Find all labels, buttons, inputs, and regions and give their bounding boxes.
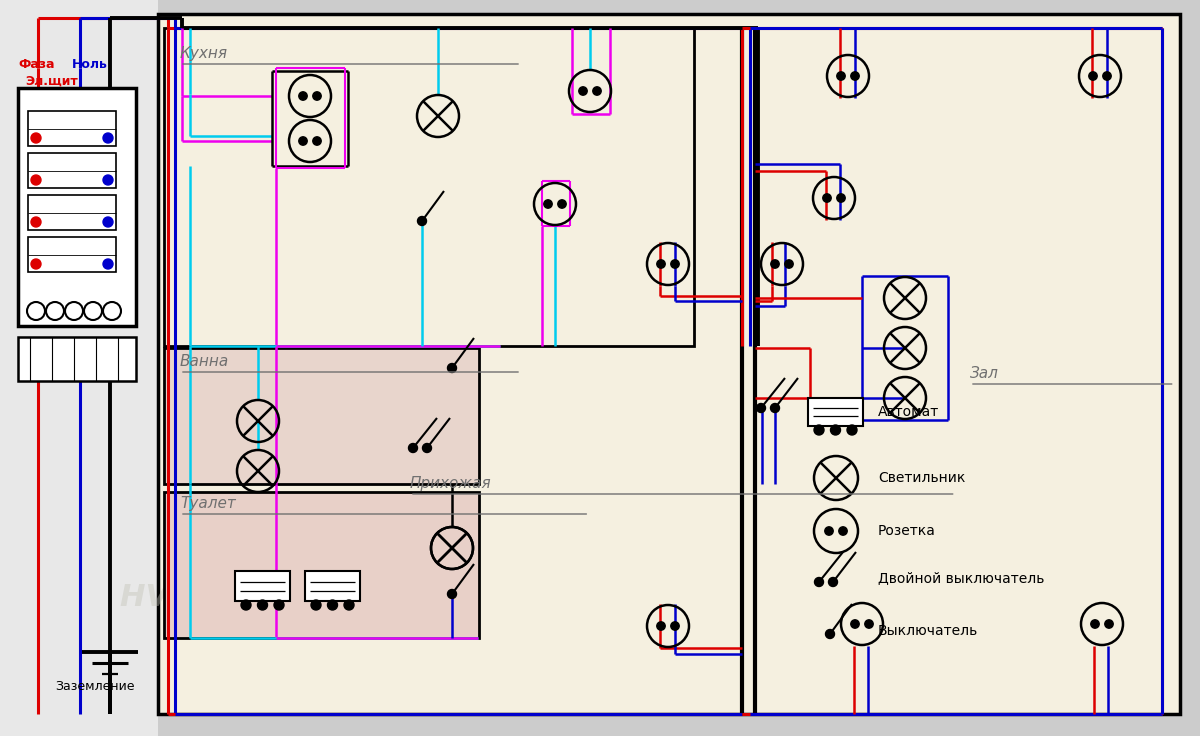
Bar bbox=[28, 237, 116, 272]
Circle shape bbox=[299, 92, 307, 100]
Bar bbox=[305, 571, 360, 601]
Bar bbox=[808, 398, 863, 426]
Bar bbox=[164, 492, 479, 638]
Circle shape bbox=[31, 259, 41, 269]
Circle shape bbox=[656, 622, 665, 630]
Bar bbox=[28, 195, 116, 230]
Circle shape bbox=[826, 629, 834, 639]
Bar bbox=[235, 571, 290, 601]
Circle shape bbox=[258, 600, 268, 610]
Circle shape bbox=[770, 260, 779, 268]
Circle shape bbox=[103, 217, 113, 227]
Text: Зал: Зал bbox=[970, 366, 998, 381]
Bar bbox=[28, 111, 116, 146]
Circle shape bbox=[824, 527, 833, 535]
Circle shape bbox=[770, 403, 780, 412]
Circle shape bbox=[671, 260, 679, 268]
Bar bbox=[28, 153, 116, 188]
Circle shape bbox=[422, 444, 432, 453]
Circle shape bbox=[274, 600, 284, 610]
Bar bbox=[158, 14, 1180, 714]
Circle shape bbox=[851, 72, 859, 80]
Circle shape bbox=[1088, 72, 1097, 80]
Circle shape bbox=[311, 600, 320, 610]
Circle shape bbox=[103, 175, 113, 185]
Circle shape bbox=[418, 216, 426, 225]
Text: Прихожая: Прихожая bbox=[410, 476, 492, 491]
Circle shape bbox=[756, 403, 766, 412]
Circle shape bbox=[847, 425, 857, 435]
Text: Розетка: Розетка bbox=[878, 524, 936, 538]
Bar bbox=[18, 337, 136, 381]
Circle shape bbox=[578, 87, 587, 95]
Circle shape bbox=[241, 600, 251, 610]
Bar bbox=[18, 88, 136, 326]
Circle shape bbox=[1103, 72, 1111, 80]
Circle shape bbox=[851, 620, 859, 629]
Circle shape bbox=[1091, 620, 1099, 629]
Circle shape bbox=[558, 199, 566, 208]
Circle shape bbox=[103, 133, 113, 143]
Circle shape bbox=[865, 620, 874, 629]
Circle shape bbox=[31, 217, 41, 227]
Text: Ванна: Ванна bbox=[180, 354, 229, 369]
Circle shape bbox=[836, 194, 845, 202]
Text: HVIN EKO: HVIN EKO bbox=[120, 583, 286, 612]
Circle shape bbox=[31, 175, 41, 185]
Circle shape bbox=[836, 72, 845, 80]
Circle shape bbox=[408, 444, 418, 453]
Text: Заземление: Заземление bbox=[55, 679, 134, 693]
Circle shape bbox=[839, 527, 847, 535]
Circle shape bbox=[814, 425, 824, 435]
Bar bbox=[0, 0, 158, 736]
Circle shape bbox=[671, 622, 679, 630]
Circle shape bbox=[823, 194, 832, 202]
Bar bbox=[164, 28, 694, 346]
Circle shape bbox=[785, 260, 793, 268]
Circle shape bbox=[448, 364, 456, 372]
Circle shape bbox=[103, 259, 113, 269]
Circle shape bbox=[313, 92, 322, 100]
Text: Кухня: Кухня bbox=[180, 46, 228, 61]
Text: Автомат: Автомат bbox=[878, 405, 940, 419]
Circle shape bbox=[448, 590, 456, 598]
Circle shape bbox=[299, 137, 307, 145]
Circle shape bbox=[544, 199, 552, 208]
Text: Эл.щит: Эл.щит bbox=[25, 74, 78, 88]
Circle shape bbox=[593, 87, 601, 95]
Circle shape bbox=[828, 578, 838, 587]
Text: Фаза: Фаза bbox=[18, 57, 54, 71]
Circle shape bbox=[313, 137, 322, 145]
Text: Двойной выключатель: Двойной выключатель bbox=[878, 571, 1044, 585]
Text: Туалет: Туалет bbox=[180, 496, 235, 511]
Circle shape bbox=[830, 425, 840, 435]
Circle shape bbox=[31, 133, 41, 143]
Text: Светильник: Светильник bbox=[878, 471, 965, 485]
Circle shape bbox=[656, 260, 665, 268]
Circle shape bbox=[344, 600, 354, 610]
Text: Ноль: Ноль bbox=[72, 57, 108, 71]
Circle shape bbox=[328, 600, 337, 610]
Text: Выключатель: Выключатель bbox=[878, 624, 978, 638]
Circle shape bbox=[815, 578, 823, 587]
Bar bbox=[164, 348, 479, 484]
Circle shape bbox=[1105, 620, 1114, 629]
